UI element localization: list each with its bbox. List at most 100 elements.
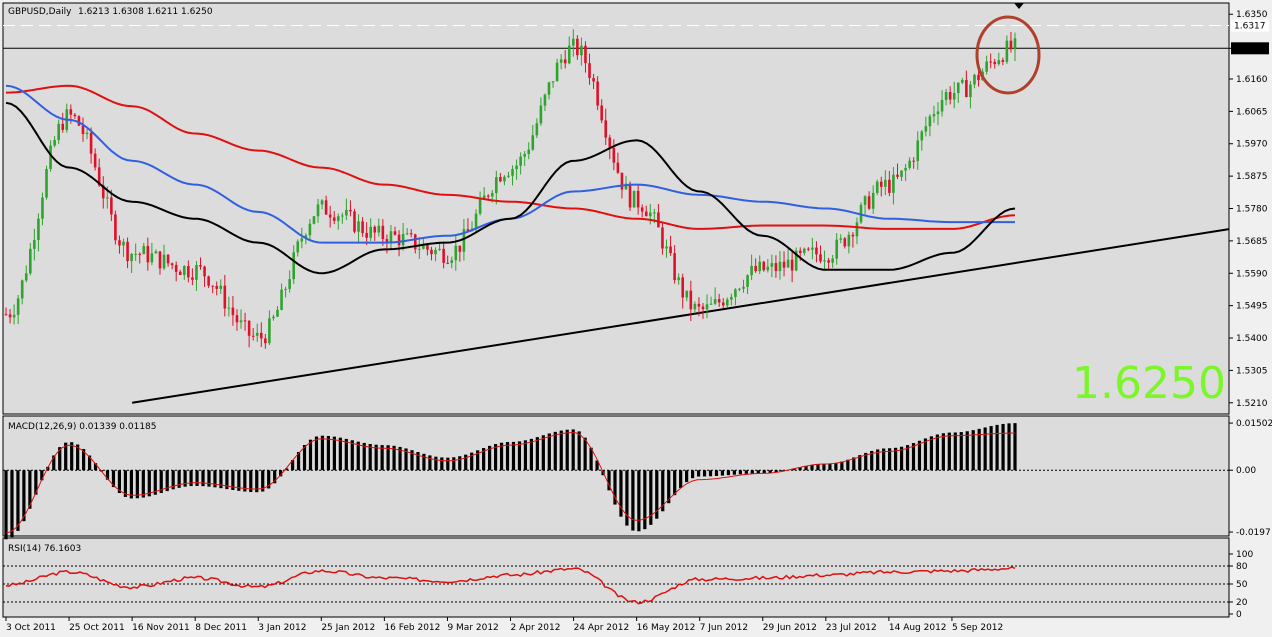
macd-bar	[643, 470, 647, 530]
rsi-tick-label: 100	[1236, 550, 1253, 560]
macd-bar	[332, 436, 336, 471]
macd-bar	[893, 447, 898, 471]
macd-bar	[726, 470, 731, 476]
macd-bar	[356, 441, 360, 471]
macd-bar	[750, 470, 754, 474]
macd-bar	[267, 470, 271, 489]
macd-bar	[529, 438, 533, 471]
candle-body	[908, 160, 911, 168]
macd-bar	[488, 445, 492, 471]
candle-body	[892, 174, 895, 193]
candle-body	[725, 299, 729, 306]
macd-bar	[631, 470, 635, 531]
macd-bar	[141, 470, 145, 498]
macd-bar	[52, 455, 56, 471]
candle-body	[657, 212, 660, 228]
high-price-label: 1.6317	[1234, 21, 1266, 31]
macd-bar	[314, 436, 319, 471]
candle-body	[434, 249, 437, 255]
symbol-label: GBPUSD,Daily	[8, 7, 72, 17]
candle-body	[1005, 40, 1009, 62]
macd-bar	[70, 442, 74, 471]
time-tick-label: 14 Aug 2012	[889, 623, 947, 633]
candle-body	[636, 190, 640, 208]
price-tick-label: 1.5685	[1236, 237, 1268, 247]
macd-bar	[458, 456, 462, 471]
candle-body	[697, 303, 701, 307]
candle-body	[1001, 60, 1005, 62]
macd-tick-label: -0.0197	[1236, 528, 1271, 538]
candle-body	[673, 253, 676, 281]
macd-bar	[344, 438, 348, 471]
candle-body	[259, 332, 263, 339]
macd-bar	[941, 433, 945, 471]
candle-body	[93, 153, 97, 168]
macd-bar	[249, 470, 253, 492]
macd-bar	[935, 434, 939, 471]
candle-body	[750, 265, 753, 276]
macd-bar	[4, 470, 8, 540]
macd-bar	[499, 442, 504, 471]
candle-body	[49, 145, 52, 169]
macd-bar	[738, 470, 742, 475]
macd-bar	[505, 442, 510, 471]
macd-bar	[852, 457, 856, 471]
candle-body	[563, 59, 567, 64]
macd-bar	[732, 470, 736, 475]
macd-bar	[183, 470, 187, 487]
candle-body	[616, 162, 620, 173]
candle-body	[567, 45, 571, 64]
candle-body	[490, 193, 494, 197]
macd-bar	[810, 465, 814, 471]
candle-body	[721, 302, 725, 306]
macd-bar	[846, 459, 850, 471]
macd-bar	[243, 470, 247, 492]
candle-body	[130, 253, 133, 262]
macd-bar	[416, 452, 420, 471]
macd-bar	[762, 470, 766, 474]
candle-body	[774, 263, 778, 272]
macd-plot	[3, 423, 1229, 540]
rsi-tick-label: 0	[1236, 610, 1242, 620]
candle-body	[122, 241, 125, 246]
macd-bar	[207, 470, 211, 487]
candle-body	[499, 177, 502, 182]
macd-bar	[667, 470, 671, 504]
candle-body	[523, 154, 526, 157]
price-tick-label: 1.5305	[1236, 366, 1268, 376]
candle-body	[255, 332, 259, 336]
candle-body	[341, 215, 344, 217]
macd-bar	[153, 470, 157, 495]
candle-body	[819, 254, 822, 262]
macd-bar	[374, 444, 378, 471]
candle-body	[385, 239, 389, 244]
time-tick-label: 16 May 2012	[637, 623, 696, 633]
macd-bar	[40, 470, 44, 481]
candle-body	[4, 314, 8, 316]
macd-bar	[571, 429, 575, 471]
candle-body	[231, 307, 235, 316]
candle-body	[802, 248, 806, 253]
candle-body	[158, 251, 162, 269]
scroll-marker-icon[interactable]	[1014, 3, 1024, 9]
candle-body	[924, 126, 928, 132]
candle-body	[69, 109, 73, 115]
price-tick-label: 1.5400	[1236, 334, 1268, 344]
macd-bar	[1001, 423, 1005, 471]
candle-body	[312, 216, 316, 224]
macd-tick-label: 0.01502	[1236, 419, 1272, 429]
candle-body	[37, 218, 40, 241]
candle-body	[215, 285, 219, 289]
macd-bar	[476, 450, 480, 471]
macd-bar	[386, 445, 390, 471]
red-ma-line	[5, 84, 1016, 230]
macd-bar	[607, 470, 611, 491]
macd-bar	[828, 463, 832, 471]
candle-body	[328, 214, 332, 218]
candle-body	[559, 59, 563, 63]
macd-bar	[876, 449, 880, 471]
rsi-label: RSI(14) 76.1603	[8, 544, 81, 554]
candle-body	[956, 82, 960, 94]
